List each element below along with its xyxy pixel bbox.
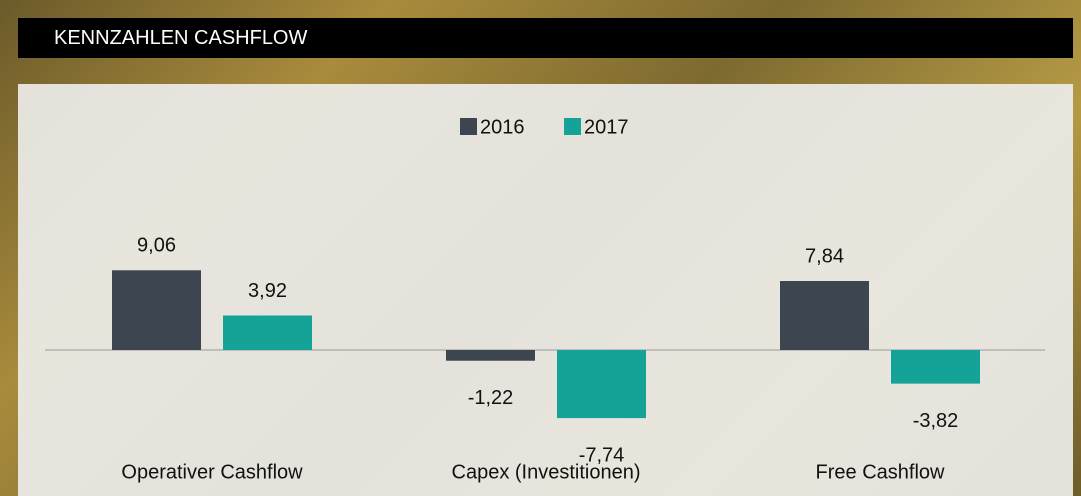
value-label: 9,06 xyxy=(137,235,176,257)
value-label: 3,92 xyxy=(248,280,287,302)
page: KENNZAHLEN CASHFLOW 20162017Operativer C… xyxy=(0,0,1081,496)
bar xyxy=(891,350,980,384)
legend-swatch xyxy=(460,118,477,135)
value-label: -7,74 xyxy=(579,444,625,466)
value-label: -3,82 xyxy=(913,410,959,432)
value-label: -1,22 xyxy=(468,387,514,409)
legend-label: 2016 xyxy=(480,116,525,138)
value-label: 7,84 xyxy=(805,245,844,267)
bar xyxy=(446,350,535,361)
x-tick-label: Free Cashflow xyxy=(816,461,945,483)
legend-swatch xyxy=(564,118,581,135)
bar xyxy=(223,316,312,350)
bar xyxy=(780,281,869,350)
x-tick-label: Operativer Cashflow xyxy=(121,461,303,483)
bar xyxy=(112,270,201,350)
chart: 20162017Operativer Cashflow9,063,92Capex… xyxy=(0,0,1081,496)
bar xyxy=(557,350,646,418)
legend-label: 2017 xyxy=(584,116,629,138)
